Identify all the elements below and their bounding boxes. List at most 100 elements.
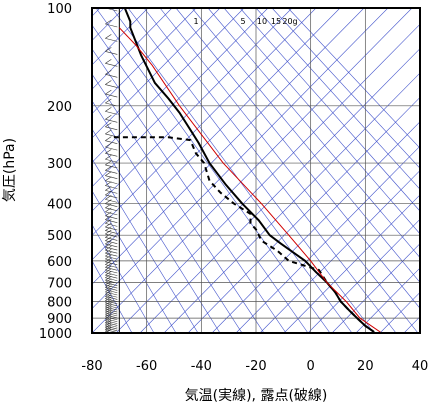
- guide-line: [92, 190, 177, 333]
- guide-line: [239, 8, 420, 212]
- x-tick-label: -60: [136, 359, 157, 374]
- wind-barb-flag: [105, 302, 112, 308]
- guide-line: [92, 8, 245, 163]
- wind-barb: [105, 158, 118, 163]
- x-tick-label: -40: [191, 359, 212, 374]
- wind-barb: [105, 293, 118, 298]
- x-tick-labels: -80 -60 -40 -20 0 20 40: [81, 359, 428, 374]
- wind-barb-flag: [105, 245, 112, 251]
- wind-barb: [105, 38, 118, 42]
- wind-barb: [105, 237, 118, 241]
- wind-barb-flag: [105, 263, 112, 268]
- wind-barb-flag: [105, 219, 112, 224]
- wind-barb: [105, 199, 118, 203]
- wind-barb-flag: [105, 80, 112, 85]
- y-tick-label: 400: [47, 198, 72, 213]
- wind-barb-flag: [105, 34, 112, 39]
- wind-barb-flag: [105, 226, 112, 231]
- guide-line: [115, 23, 420, 333]
- wind-barb-flag: [105, 229, 112, 235]
- guide-line: [92, 8, 293, 212]
- wind-barb-flag: [105, 19, 112, 25]
- wind-barb: [105, 277, 118, 282]
- wind-barb-flag: [105, 236, 112, 241]
- guide-line: [283, 194, 420, 333]
- wind-barb-flag: [105, 306, 112, 312]
- wind-barb-flag: [105, 142, 112, 148]
- guide-line: [92, 8, 149, 66]
- wind-barb-flag: [105, 190, 112, 196]
- wind-barb: [105, 118, 118, 123]
- wind-barb: [105, 211, 118, 216]
- wind-barb-flag: [105, 320, 112, 325]
- wind-barb-flag: [105, 310, 112, 316]
- guide-line: [127, 8, 375, 333]
- x-tick-label: 0: [307, 359, 315, 374]
- wind-barb-flag: [105, 321, 112, 327]
- wind-barb: [105, 74, 118, 78]
- wind-barb-flag: [105, 207, 112, 213]
- wind-barb-flag: [105, 122, 112, 128]
- guide-line: [92, 260, 133, 333]
- wind-barb-flag: [105, 275, 112, 281]
- wind-barb: [105, 252, 118, 257]
- reference-line: [118, 27, 382, 333]
- wind-barb-flag: [105, 325, 112, 330]
- wind-barb: [105, 219, 118, 223]
- guide-line: [92, 8, 173, 90]
- wind-barb-flag: [105, 248, 112, 254]
- wind-barb-flag: [105, 115, 112, 120]
- y-tick-label: 800: [47, 296, 72, 311]
- wind-barb-flag: [105, 298, 112, 304]
- guide-line: [92, 100, 243, 333]
- guide-line: [92, 8, 269, 188]
- wind-barb: [105, 185, 118, 189]
- wind-barb: [105, 272, 118, 276]
- wind-barb-flag: [105, 98, 112, 104]
- wind-barb-flag: [105, 203, 112, 209]
- wind-barb: [105, 274, 118, 279]
- wind-barb-flag: [105, 136, 112, 141]
- guide-line: [331, 243, 420, 333]
- wind-barb-flag: [105, 160, 112, 166]
- mixing-ratio-label: 15: [271, 17, 281, 26]
- wind-barb-flag: [105, 166, 112, 171]
- y-tick-label: 300: [47, 157, 72, 172]
- wind-barb: [105, 194, 118, 199]
- wind-barb: [105, 215, 118, 220]
- guide-line: [92, 73, 265, 333]
- y-axis-title: 気圧(hPa): [2, 138, 18, 202]
- guide-line: [271, 8, 420, 169]
- wind-barb-flag: [105, 254, 112, 260]
- wind-barb: [105, 146, 118, 151]
- wind-barb-flag: [105, 199, 112, 204]
- wind-barb-flag: [105, 181, 112, 186]
- wind-barb: [105, 287, 118, 291]
- guide-line: [255, 8, 420, 190]
- wind-barb: [105, 289, 118, 294]
- wind-barb: [105, 126, 118, 131]
- wind-barb: [105, 255, 118, 260]
- guide-line: [355, 267, 420, 333]
- wind-barb-flag: [105, 89, 112, 95]
- wind-barb-flag: [105, 215, 112, 220]
- guide-line: [403, 316, 420, 333]
- wind-barb: [105, 93, 118, 98]
- wind-barb-flag: [105, 318, 112, 323]
- wind-barb-flag: [105, 290, 112, 295]
- wind-barb-flag: [105, 280, 112, 286]
- wind-barb: [105, 249, 118, 254]
- wind-barb-flag: [105, 176, 112, 181]
- mixing-ratio-label: 20g: [282, 17, 297, 26]
- guide-line: [287, 8, 420, 149]
- guide-line: [259, 170, 420, 333]
- wind-barb: [105, 203, 118, 207]
- wind-barb: [105, 240, 118, 244]
- guide-line: [139, 48, 420, 333]
- wind-barb-flag: [105, 327, 112, 332]
- guide-line: [92, 24, 309, 333]
- wind-barb-flag: [105, 270, 112, 276]
- wind-barb-flag: [105, 300, 112, 306]
- wind-barbs: [105, 8, 118, 333]
- mixing-ratio-label: 10: [257, 17, 267, 26]
